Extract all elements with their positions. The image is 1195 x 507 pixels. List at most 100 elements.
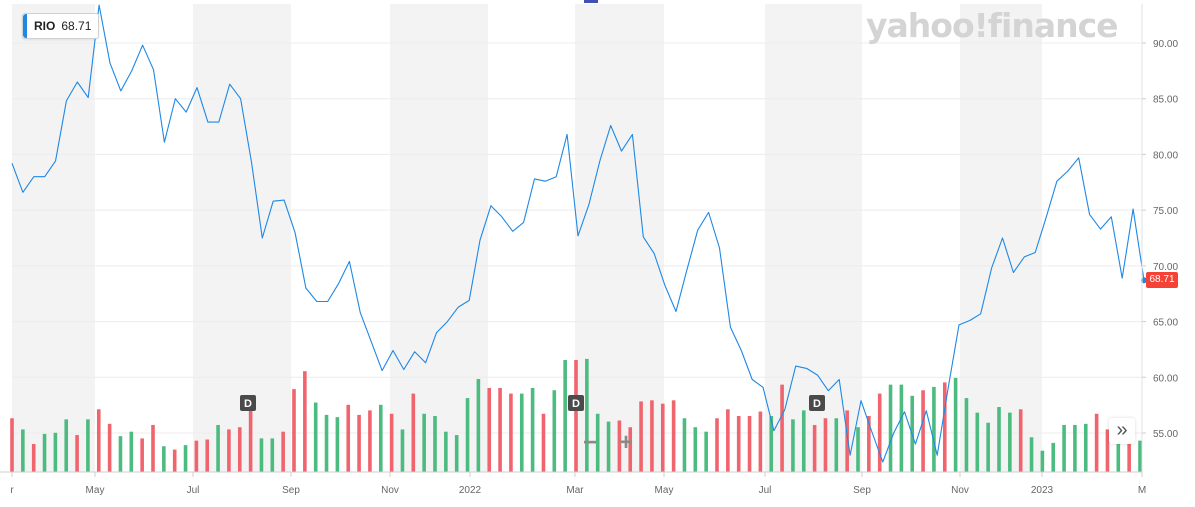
volume-bar <box>639 401 643 472</box>
volume-bar <box>921 390 925 472</box>
volume-bar <box>660 403 665 472</box>
volume-bar <box>530 388 535 472</box>
volume-bar <box>357 414 361 472</box>
dividend-marker-label: D <box>813 398 821 410</box>
x-tick-label: 2022 <box>459 485 482 496</box>
x-tick-label: r <box>10 485 14 496</box>
volume-bar <box>313 402 318 472</box>
volume-bar <box>888 384 893 472</box>
volume-bar <box>1029 437 1034 472</box>
volume-bar <box>671 400 676 472</box>
zoom-controls: − + <box>572 428 644 458</box>
yahoo-finance-logo: yahoo!finance <box>866 6 1119 45</box>
volume-bar <box>812 424 817 472</box>
volume-bar <box>1073 424 1077 472</box>
volume-bar <box>487 388 492 472</box>
volume-bar <box>324 414 329 472</box>
volume-bar <box>997 407 1001 472</box>
volume-bar <box>400 429 405 472</box>
shaded-band <box>390 4 488 472</box>
volume-bar <box>75 435 79 472</box>
dividend-marker <box>240 395 256 411</box>
shaded-band <box>12 4 95 472</box>
volume-bar <box>303 371 307 472</box>
x-tick-label: Nov <box>381 485 399 496</box>
volume-bar <box>1051 442 1056 472</box>
volume-bar <box>454 435 459 472</box>
y-tick-label: 80.00 <box>1153 150 1178 161</box>
dividend-marker <box>809 395 825 411</box>
volume-bar <box>118 436 123 472</box>
volume-bar <box>563 360 567 472</box>
x-tick-label: Mar <box>566 485 584 496</box>
alternating-month-bands <box>12 4 1042 472</box>
volume-bar <box>140 438 144 472</box>
volume-bar <box>834 418 839 472</box>
dividend-marker-label: D <box>572 398 580 410</box>
volume-bar <box>856 427 860 472</box>
x-tick-label: 2023 <box>1031 485 1054 496</box>
volume-bar <box>1008 412 1012 472</box>
volume-bar <box>64 419 69 472</box>
volume-bar <box>606 421 611 472</box>
volume-bar <box>31 444 36 472</box>
volume-bar <box>791 419 795 472</box>
volume-bar <box>801 410 806 472</box>
price-line <box>11 4 1145 463</box>
volume-bar <box>346 404 351 472</box>
dividend-marker-label: D <box>244 398 252 410</box>
volume-bar <box>172 449 177 472</box>
volume-bar <box>953 377 958 472</box>
x-tick-label: May <box>86 485 105 496</box>
x-tick-label: Jul <box>187 485 200 496</box>
volume-bar <box>932 386 936 472</box>
volume-bar <box>411 393 416 472</box>
volume-bar <box>183 445 188 472</box>
volume-bar <box>617 420 622 472</box>
volume-bar <box>465 398 470 472</box>
zoom-out-button[interactable]: − <box>582 429 597 456</box>
x-axis: r May Jul Sep Nov 2022 Mar May Jul Sep Nov 2023 M <box>10 472 1146 496</box>
volume-bar <box>433 416 437 472</box>
volume-bar <box>259 438 264 472</box>
volume-bar <box>444 431 448 472</box>
volume-bar <box>227 429 231 472</box>
volume-bar <box>21 429 25 472</box>
volume-bar <box>129 431 134 472</box>
volume-bar <box>704 431 708 472</box>
volume-bar <box>476 379 481 472</box>
ticker-badge[interactable]: RIO 68.71 <box>22 13 100 39</box>
volume-bar <box>595 413 600 472</box>
volume-bar <box>10 418 14 472</box>
ticker-price: 68.71 <box>61 19 92 33</box>
volume-bar <box>368 410 372 472</box>
volume-bar <box>248 410 253 472</box>
volume-bar <box>585 358 589 472</box>
dividend-marker <box>568 395 584 411</box>
volume-bar <box>964 398 969 472</box>
top-range-marker <box>584 0 598 3</box>
y-tick-label: 60.00 <box>1153 373 1178 384</box>
volume-bar <box>162 446 166 472</box>
x-tick-label: Nov <box>951 485 969 496</box>
volume-bar <box>281 431 285 472</box>
shaded-band <box>193 4 291 472</box>
volume-bar <box>986 422 990 472</box>
volume-bar <box>237 427 242 472</box>
y-tick-label: 85.00 <box>1153 95 1178 106</box>
volume-bar <box>422 413 426 472</box>
y-tick-label: 90.00 <box>1153 39 1178 50</box>
volume-bar <box>726 409 730 472</box>
volume-bar <box>1018 409 1023 472</box>
volume-bar <box>96 409 101 472</box>
y-tick-label: 55.00 <box>1153 429 1178 440</box>
x-tick-label: M <box>1138 485 1146 496</box>
zoom-in-button[interactable]: + <box>618 429 633 456</box>
volume-bar <box>693 427 698 472</box>
volume-bar <box>509 393 513 472</box>
scroll-forward-icon[interactable]: » <box>1109 418 1135 444</box>
volume-bar <box>574 360 578 472</box>
volume-bar <box>682 418 687 472</box>
